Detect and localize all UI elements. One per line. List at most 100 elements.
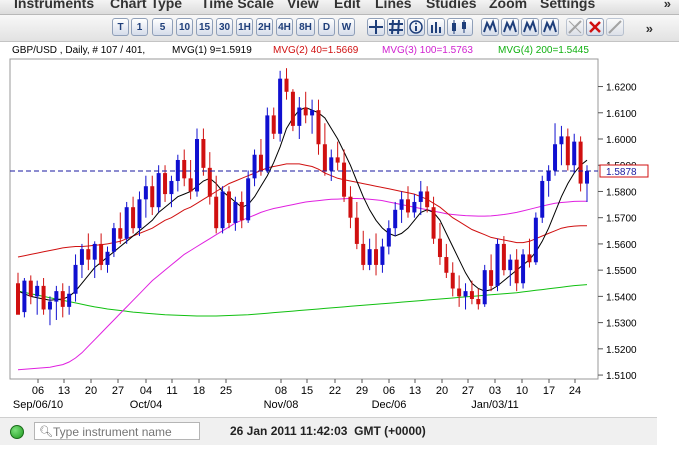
candle [47,296,52,326]
candle [226,186,231,229]
timescale-weekly-button[interactable]: W [338,18,355,36]
candle [201,128,206,176]
candle [99,233,104,271]
candle [393,201,398,237]
candle [482,264,487,307]
timescale-5-button[interactable]: 5 [152,18,173,36]
x-month-label: Sep/06/10 [13,399,63,411]
candle-chart-button[interactable] [447,18,473,36]
timestamp: 26 Jan 2011 11:42:03 GMT (+0000) [230,424,426,438]
candle [246,170,251,223]
timescale-2h-button[interactable]: 2H [256,18,273,36]
candle [86,233,91,271]
menu-item-chart-type[interactable]: Chart Type [110,0,183,11]
scroll-end-icon [543,19,557,33]
scroll-end-button[interactable] [541,18,559,36]
x-tick-label: 06 [383,385,395,397]
candle [527,238,532,268]
chart-area[interactable]: GBP/USD , Daily, # 107 / 401, MVG(1) 9=1.… [0,42,657,414]
candle [92,241,97,279]
connection-status-icon [10,425,24,439]
timescale-tick-button[interactable]: T [112,18,129,36]
plot-frame [9,58,599,380]
menu-item-zoom[interactable]: Zoom [489,0,528,11]
x-tick-label: 10 [516,385,528,397]
info-button[interactable] [407,18,425,36]
x-month-label: Oct/04 [130,399,162,411]
candle [540,175,545,223]
legend-entry: MVG(4) 200=1.5445 [498,45,589,56]
candlestick-chart[interactable]: GBP/USD , Daily, # 107 / 401, MVG(1) 9=1.… [0,42,657,414]
candle [105,246,110,273]
candle [444,243,449,279]
timescale-30-button[interactable]: 30 [216,18,233,36]
crosshair-button[interactable] [367,18,385,36]
candle [156,165,161,213]
zoom-fit-button[interactable] [481,18,499,36]
candle [195,128,200,197]
zoom-out-button[interactable] [521,18,539,36]
edit-lines-button[interactable] [606,18,624,36]
timescale-4h-button[interactable]: 4H [276,18,293,36]
menu-item-studies[interactable]: Studies [426,0,477,11]
x-tick-label: 06 [32,385,44,397]
menu-item-time-scale[interactable]: Time Scale [201,0,274,11]
candle [284,68,289,100]
candle [463,283,468,310]
instrument-search[interactable]: 🔍︎ [34,422,201,441]
bar-chart-button[interactable] [427,18,445,36]
toolbar-more-button[interactable]: » [645,21,653,36]
current-price-box [599,164,649,178]
candle [354,201,359,250]
x-tick-label: 08 [275,385,287,397]
x-tick-label: 13 [409,385,421,397]
zoom-in-button[interactable] [501,18,519,36]
candle [290,89,295,132]
candle [386,220,391,255]
grid-button[interactable] [387,18,405,36]
candle [214,175,219,234]
chart-title: GBP/USD , Daily, # 107 / 401, [12,45,145,56]
instrument-search-input[interactable] [51,423,201,441]
candle [501,236,506,276]
x-tick-label: 27 [112,385,124,397]
candle [265,107,270,174]
candle [495,238,500,292]
candle [111,222,116,258]
candle [303,91,308,124]
timescale-15-button[interactable]: 15 [196,18,213,36]
menu-more-button[interactable]: » [663,0,671,11]
menu-item-instruments[interactable]: Instruments [14,0,95,11]
candle [342,149,347,202]
candle [335,141,340,171]
menu-item-settings[interactable]: Settings [540,0,596,11]
y-tick-label: 1.5700 [606,214,637,225]
x-tick-label: 29 [356,385,368,397]
candle [278,70,283,142]
x-month-label: Jan/03/11 [471,399,519,411]
candle [271,107,276,139]
timescale-10-button[interactable]: 10 [176,18,193,36]
info-icon [409,20,423,34]
delete-lines-button[interactable] [566,18,584,36]
timescale-daily-button[interactable]: D [318,18,335,36]
candle [437,222,442,265]
menu-item-view[interactable]: View [287,0,319,11]
candle [425,186,430,213]
menu-item-lines[interactable]: Lines [375,0,412,11]
candle [233,196,238,231]
candle [508,254,513,286]
delete-button[interactable] [586,18,604,36]
timescale-8h-button[interactable]: 8H [296,18,315,36]
candle [521,249,526,289]
x-tick-label: 25 [220,385,232,397]
x-tick-label: 20 [436,385,448,397]
menu-item-edit[interactable]: Edit [334,0,361,11]
bar-chart-icon [431,22,441,33]
candle [239,191,244,229]
search-icon: 🔍︎ [39,426,53,438]
current-price-label: 1.5878 [606,167,637,178]
candle [578,136,583,192]
timescale-1-button[interactable]: 1 [131,18,148,36]
timescale-1h-button[interactable]: 1H [236,18,253,36]
